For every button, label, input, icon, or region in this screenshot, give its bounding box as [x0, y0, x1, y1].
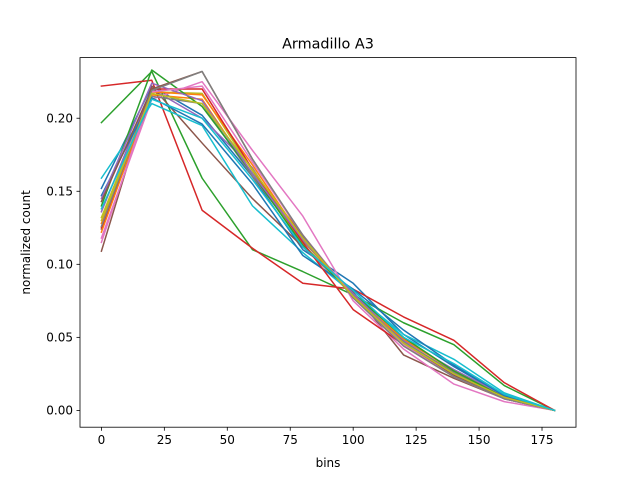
chart-title: Armadillo A3 [282, 37, 374, 53]
x-axis-label: bins [316, 456, 341, 470]
y-tick-label: 0.15 [46, 185, 73, 199]
series-line-3 [100, 70, 556, 412]
series-line-11 [100, 97, 556, 412]
y-axis-label: normalized count [19, 190, 33, 295]
y-tick-label: 0.10 [46, 258, 73, 272]
x-axis: 0 25 50 75 100 125 150 175 [98, 427, 554, 447]
y-tick-label: 0.00 [46, 404, 73, 418]
y-axis: 0.00 0.05 0.10 0.15 0.20 [46, 112, 80, 418]
series-line-19 [100, 92, 556, 412]
x-tick-label: 75 [283, 433, 298, 447]
x-tick-label: 100 [342, 433, 365, 447]
series-line-7 [100, 80, 556, 412]
x-tick-label: 175 [531, 433, 554, 447]
series-layer [100, 69, 556, 412]
series-line-4 [100, 79, 556, 412]
x-tick-label: 150 [468, 433, 491, 447]
x-tick-label: 125 [405, 433, 428, 447]
y-tick-label: 0.05 [46, 331, 73, 345]
y-tick-label: 0.20 [46, 112, 73, 126]
x-tick-label: 25 [157, 433, 172, 447]
plot-area-frame [79, 57, 577, 428]
series-line-20 [100, 98, 556, 412]
x-tick-label: 0 [98, 433, 106, 447]
x-tick-label: 50 [220, 433, 235, 447]
